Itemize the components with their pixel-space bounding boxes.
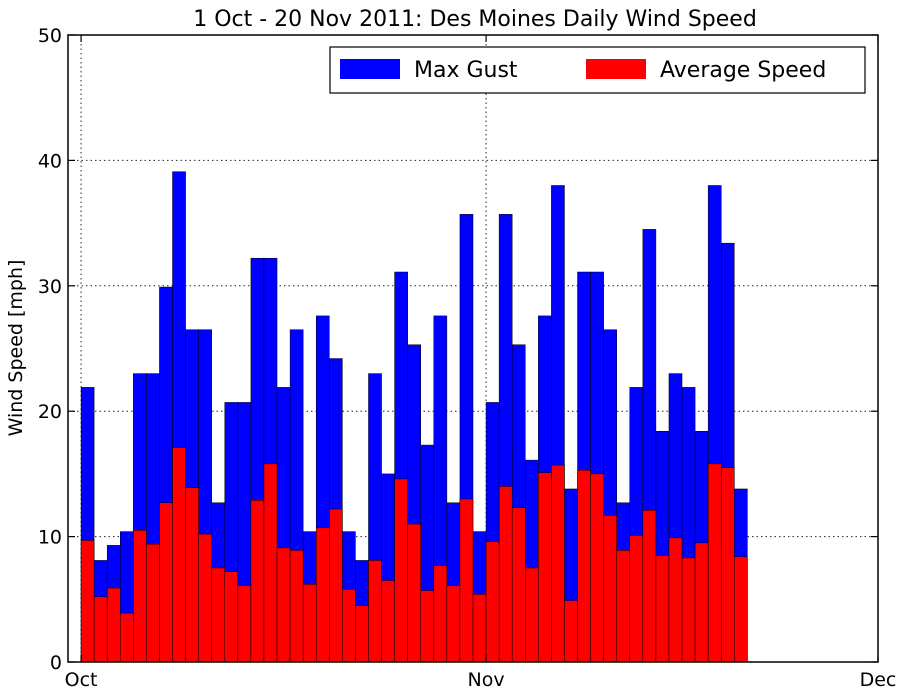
legend-label-average-speed: Average Speed [660, 58, 826, 83]
x-tick-label: Oct [65, 669, 98, 691]
average-speed-bar [185, 487, 199, 663]
average-speed-bar [159, 502, 173, 663]
average-speed-bar [250, 499, 265, 663]
average-speed-bar [80, 540, 95, 663]
average-speed-bar [590, 473, 604, 663]
average-speed-bar [420, 590, 435, 663]
y-tick-label: 50 [38, 25, 62, 47]
y-tick-label: 40 [38, 150, 62, 172]
average-speed-bar [459, 498, 474, 663]
average-speed-bar [198, 533, 212, 663]
average-speed-bar [577, 469, 591, 663]
average-speed-bar [172, 447, 186, 663]
average-speed-bar [538, 472, 552, 663]
x-tick-label: Dec [860, 669, 897, 691]
legend-label-max-gust: Max Gust [414, 58, 518, 83]
average-speed-bar [394, 478, 408, 663]
average-speed-bar [237, 585, 252, 663]
average-speed-bar [342, 589, 356, 663]
average-speed-bar [525, 567, 539, 663]
average-speed-bar [564, 600, 578, 663]
average-speed-bar [93, 596, 108, 663]
average-speed-bar [120, 612, 134, 663]
average-speed-bar [551, 464, 565, 663]
average-speed-bars [80, 447, 748, 663]
average-speed-bar [498, 486, 513, 663]
average-speed-bar [146, 543, 160, 663]
y-tick-label: 0 [50, 652, 62, 674]
average-speed-bar [289, 550, 304, 663]
average-speed-bar [485, 541, 500, 663]
average-speed-bar [681, 557, 696, 663]
y-tick-label: 30 [38, 276, 62, 298]
y-axis-ticks: 0 10 20 30 40 50 [38, 25, 878, 674]
y-tick-label: 20 [38, 401, 62, 423]
average-speed-bar [720, 467, 735, 663]
average-speed-bar [407, 523, 421, 663]
legend-swatch-average-speed [586, 59, 646, 79]
average-speed-bar [668, 537, 683, 663]
average-speed-bar [355, 605, 369, 663]
average-speed-bar [603, 515, 617, 663]
plot-frame [67, 34, 879, 663]
average-speed-bar [694, 542, 709, 663]
x-tick-label: Nov [468, 669, 505, 691]
chart-title: 1 Oct - 20 Nov 2011: Des Moines Daily Wi… [193, 7, 757, 32]
average-speed-bar [734, 556, 748, 663]
average-speed-bar [472, 594, 487, 663]
average-speed-bar [629, 535, 644, 663]
average-speed-bar [368, 560, 382, 663]
average-speed-bar [446, 585, 461, 663]
average-speed-bar [315, 527, 330, 663]
average-speed-bar [642, 510, 657, 663]
legend-swatch-max-gust [340, 59, 400, 79]
average-speed-bar [329, 508, 343, 663]
average-speed-bar [263, 463, 278, 663]
average-speed-bar [381, 580, 395, 663]
average-speed-bar [224, 571, 239, 663]
average-speed-bar [133, 530, 147, 663]
y-axis-label: Wind Speed [mph] [5, 260, 27, 437]
legend: Max Gust Average Speed [329, 46, 866, 94]
average-speed-bar [616, 550, 631, 663]
average-speed-bar [211, 567, 226, 663]
average-speed-bar [433, 565, 448, 663]
x-axis-ticks: Oct Nov Dec [65, 35, 897, 691]
average-speed-bar [655, 555, 670, 663]
average-speed-bar [511, 507, 526, 663]
y-tick-label: 10 [38, 527, 62, 549]
average-speed-bar [302, 584, 317, 663]
average-speed-bar [106, 587, 121, 663]
average-speed-bar [276, 547, 291, 663]
average-speed-bar [707, 463, 722, 663]
